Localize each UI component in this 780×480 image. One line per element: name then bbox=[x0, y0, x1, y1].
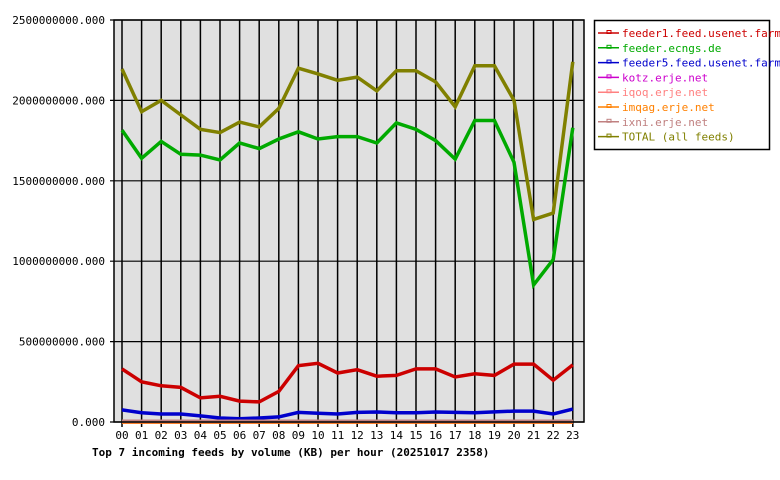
x-tick-label: 00 bbox=[115, 429, 128, 442]
legend-item: feeder.ecngs.de bbox=[598, 42, 721, 55]
legend-item: kotz.erje.net bbox=[598, 71, 708, 84]
legend: feeder1.feed.usenet.farm feeder.ecngs.de f… bbox=[593, 19, 780, 151]
legend-label: ixni.erje.net bbox=[622, 116, 708, 129]
x-tick-label: 01 bbox=[135, 429, 148, 442]
legend-label: feeder1.feed.usenet.farm bbox=[622, 27, 780, 40]
legend-marker-icon bbox=[606, 133, 612, 138]
x-tick-label: 15 bbox=[409, 429, 422, 442]
legend-item: feeder1.feed.usenet.farm bbox=[598, 27, 780, 40]
legend-item: TOTAL (all feeds) bbox=[598, 131, 735, 144]
legend-marker-icon bbox=[606, 30, 612, 34]
legend-label: iqoq.erje.net bbox=[622, 86, 708, 99]
vertical-gridlines bbox=[121, 20, 574, 427]
x-tick-label: 11 bbox=[331, 429, 344, 442]
legend-item: feeder5.feed.usenet.farm bbox=[598, 57, 780, 70]
x-tick-label: 20 bbox=[507, 429, 520, 442]
x-tick-label: 16 bbox=[429, 429, 442, 442]
y-axis-labels: 0.000 500000000.000 1000000000.000 15000000… bbox=[12, 14, 105, 429]
x-tick-label: 06 bbox=[233, 429, 246, 442]
legend-label: imqag.erje.net bbox=[622, 101, 715, 114]
x-tick-label: 14 bbox=[390, 429, 404, 442]
y-tick-label: 0.000 bbox=[72, 416, 105, 429]
legend-item: ixni.erje.net bbox=[598, 116, 708, 129]
x-tick-label: 22 bbox=[547, 429, 560, 442]
y-tick-label: 500000000.000 bbox=[19, 336, 105, 349]
legend-label: kotz.erje.net bbox=[622, 71, 708, 84]
series-line bbox=[120, 61, 575, 222]
legend-label: TOTAL (all feeds) bbox=[622, 131, 735, 144]
legend-marker-icon bbox=[606, 44, 612, 49]
legend-marker-icon bbox=[606, 74, 612, 79]
x-tick-label: 09 bbox=[292, 429, 305, 442]
x-tick-label: 08 bbox=[272, 429, 285, 442]
legend-marker-icon bbox=[606, 59, 612, 64]
series-line bbox=[120, 118, 575, 290]
x-tick-label: 21 bbox=[527, 429, 540, 442]
y-tick-label: 1000000000.000 bbox=[12, 255, 105, 268]
x-tick-label: 13 bbox=[370, 429, 383, 442]
legend-item: imqag.erje.net bbox=[598, 101, 715, 114]
x-tick-label: 23 bbox=[566, 429, 579, 442]
legend-marker-icon bbox=[606, 104, 612, 108]
legend-label: feeder.ecngs.de bbox=[622, 42, 721, 55]
x-tick-label: 18 bbox=[468, 429, 481, 442]
y-tick-label: 1500000000.000 bbox=[12, 175, 105, 188]
x-tick-label: 05 bbox=[213, 429, 226, 442]
y-tick-label: 2500000000.000 bbox=[12, 14, 105, 27]
x-tick-label: 19 bbox=[488, 429, 501, 442]
x-tick-label: 10 bbox=[311, 429, 324, 442]
legend-marker-icon bbox=[606, 89, 612, 94]
series-line bbox=[121, 361, 574, 404]
series-line bbox=[121, 407, 574, 421]
legend-box bbox=[593, 19, 771, 151]
x-tick-label: 12 bbox=[351, 429, 364, 442]
x-tick-label: 07 bbox=[253, 429, 266, 442]
x-axis-labels: 00 01 02 03 04 05 06 07 08 09 10 11 12 13 14 15 16 17 18 19… bbox=[115, 429, 579, 442]
x-tick-label: 04 bbox=[194, 429, 208, 442]
legend-marker-icon bbox=[606, 118, 612, 123]
chart-title: Top 7 incoming feeds by volume (KB) per … bbox=[92, 446, 489, 459]
x-tick-label: 03 bbox=[174, 429, 187, 442]
legend-label: feeder5.feed.usenet.farm bbox=[622, 57, 780, 70]
plot-border bbox=[113, 19, 585, 423]
legend-item: iqoq.erje.net bbox=[598, 86, 708, 99]
x-tick-label: 17 bbox=[449, 429, 462, 442]
y-tick-label: 2000000000.000 bbox=[12, 94, 105, 107]
x-tick-label: 02 bbox=[155, 429, 168, 442]
